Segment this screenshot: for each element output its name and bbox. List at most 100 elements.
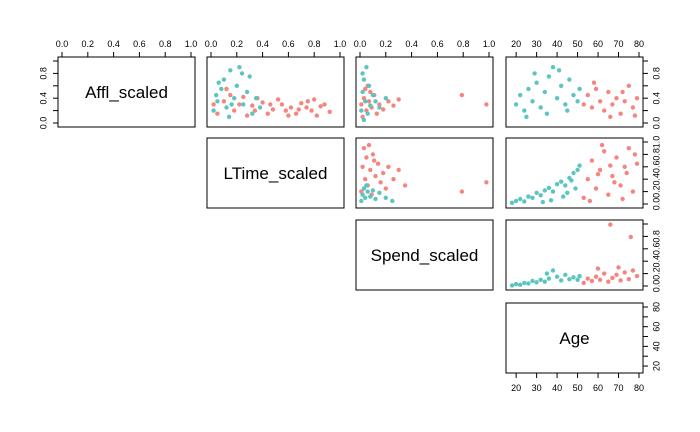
point-affl-scaled-ltime-scaled [322,102,327,107]
point-spend-scaled-age [581,280,586,286]
point-ltime-scaled-spend-scaled [360,164,365,169]
point-affl-scaled-ltime-scaled [211,102,216,107]
point-ltime-scaled-age [522,199,527,204]
point-ltime-scaled-age [593,186,599,191]
panel-spend-scaled-vs-spend-scaled [355,219,494,291]
point-affl-scaled-spend-scaled [359,108,364,113]
point-spend-scaled-age [597,277,603,282]
point-ltime-scaled-age [626,146,631,151]
right-tick-label-spend-scaled: 0.4 [651,255,661,268]
point-affl-scaled-ltime-scaled [211,108,216,113]
top-tick-label-affl-scaled: 0.0 [56,39,69,49]
panel-spend-scaled-vs-age [505,219,644,291]
point-affl-scaled-ltime-scaled [296,107,301,112]
point-spend-scaled-age [626,277,631,282]
point-ltime-scaled-age [608,163,613,168]
point-affl-scaled-ltime-scaled [228,68,233,73]
point-ltime-scaled-age [587,198,593,204]
point-affl-scaled-ltime-scaled [286,113,291,118]
point-affl-scaled-ltime-scaled [219,86,224,92]
right-tick-label-affl-scaled: 0.0 [651,117,661,130]
point-ltime-scaled-age [554,182,560,187]
bottom-tick-label-age: 40 [552,383,562,393]
top-tick-label-ltime-scaled: 0.0 [205,39,218,49]
point-affl-scaled-spend-scaled [377,102,382,107]
point-spend-scaled-age [608,222,613,227]
point-ltime-scaled-spend-scaled [381,170,386,176]
top-tick-label-affl-scaled: 0.4 [107,39,120,49]
point-ltime-scaled-age [534,190,539,195]
point-affl-scaled-spend-scaled [381,107,386,112]
point-affl-scaled-spend-scaled [396,97,401,102]
point-affl-scaled-ltime-scaled [237,102,242,107]
point-affl-scaled-age [591,80,597,85]
point-spend-scaled-age [563,272,568,277]
point-affl-scaled-spend-scaled [361,77,367,82]
top-tick-label-ltime-scaled: 0.2 [231,39,244,49]
point-affl-scaled-ltime-scaled [244,113,250,118]
axes: 0.0 0.2 0.4 0.6 0.8 1.0 0.0 0.2 0.4 0.6 0.8 1.0 0.0 0… [38,39,661,393]
point-ltime-scaled-spend-scaled [373,196,378,202]
panel-affl-scaled-vs-age [505,56,644,128]
point-spend-scaled-age [546,276,552,281]
point-affl-scaled-ltime-scaled [265,111,270,116]
point-ltime-scaled-age [538,193,543,198]
point-ltime-scaled-age [632,152,638,157]
point-affl-scaled-spend-scaled [360,89,365,95]
point-affl-scaled-age [620,89,625,95]
point-spend-scaled-age [595,266,601,271]
point-affl-scaled-ltime-scaled [252,108,258,113]
point-spend-scaled-age [577,273,582,279]
point-affl-scaled-ltime-scaled [234,83,239,89]
point-affl-scaled-age [577,86,582,92]
point-affl-scaled-age [556,68,562,73]
scatter-points [211,65,640,288]
point-affl-scaled-age [542,89,547,95]
point-ltime-scaled-age [618,183,623,188]
point-affl-scaled-spend-scaled [383,96,388,101]
point-affl-scaled-ltime-scaled [260,100,265,105]
point-affl-scaled-ltime-scaled [247,74,252,79]
panel-affl-scaled-vs-ltime-scaled [206,56,345,128]
point-ltime-scaled-spend-scaled [361,146,367,151]
point-affl-scaled-spend-scaled [377,105,382,110]
point-affl-scaled-spend-scaled [366,99,372,104]
point-affl-scaled-age [610,102,615,107]
top-tick-label-ltime-scaled: 0.6 [282,39,295,49]
point-affl-scaled-ltime-scaled [215,99,220,104]
right-tick-label-affl-scaled: 0.4 [651,92,661,105]
point-affl-scaled-ltime-scaled [232,96,237,101]
point-ltime-scaled-age [548,198,554,203]
point-affl-scaled-ltime-scaled [239,71,245,76]
point-spend-scaled-age [509,283,515,288]
bottom-tick-label-age: 50 [573,383,583,393]
point-ltime-scaled-age [550,189,556,194]
top-tick-label-spend-scaled: 1.0 [483,39,496,49]
point-spend-scaled-age [610,275,615,281]
point-spend-scaled-age [616,265,621,270]
point-ltime-scaled-age [559,179,564,184]
point-ltime-scaled-age [614,155,619,160]
point-affl-scaled-age [622,99,627,104]
point-affl-scaled-age [544,111,550,116]
point-affl-scaled-spend-scaled [368,103,373,108]
point-affl-scaled-spend-scaled [484,102,489,107]
point-affl-scaled-spend-scaled [364,65,369,70]
point-ltime-scaled-spend-scaled [383,195,388,200]
point-affl-scaled-spend-scaled [459,92,465,98]
top-tick-label-age: 50 [573,39,583,49]
point-affl-scaled-spend-scaled [365,111,370,116]
point-affl-scaled-ltime-scaled [275,97,281,102]
point-ltime-scaled-age [602,149,607,154]
point-affl-scaled-age [632,113,638,118]
point-affl-scaled-ltime-scaled [299,101,304,106]
left-tick-label-affl-scaled: 0.8 [38,67,48,80]
diag-label-age: Age [559,329,589,348]
point-affl-scaled-spend-scaled [360,71,365,76]
top-tick-label-affl-scaled: 1.0 [185,39,198,49]
point-affl-scaled-age [530,99,535,104]
point-ltime-scaled-age [518,196,523,202]
point-affl-scaled-age [565,108,570,113]
point-ltime-scaled-age [530,195,535,200]
point-ltime-scaled-spend-scaled [375,161,381,166]
